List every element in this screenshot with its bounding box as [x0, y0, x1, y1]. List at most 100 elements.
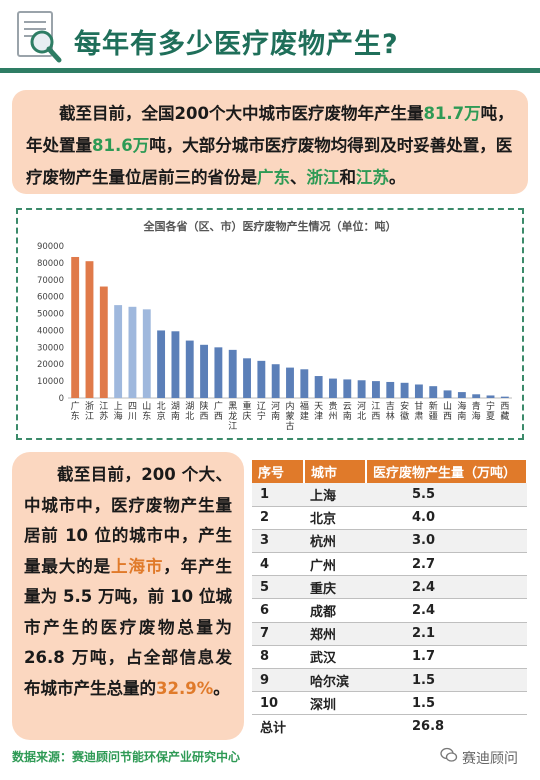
x-tick-label: 山东 — [142, 401, 151, 422]
table-header-row: 序号 城市 医疗废物产生量（万吨） — [252, 460, 528, 483]
y-tick-label: 40000 — [37, 326, 64, 336]
x-tick-label: 河北 — [357, 400, 366, 422]
summary-text-2: ，年产生量为 5.5 万吨，前 10 位城市产生的医疗废物总量为26.8 万吨，… — [24, 556, 233, 698]
intro-province-1: 广东 — [257, 168, 290, 187]
y-tick-label: 60000 — [37, 293, 64, 303]
value-cell: 2.1 — [366, 622, 527, 646]
bar — [142, 309, 151, 398]
bar — [114, 305, 123, 398]
table-row: 2 北京 4.0 — [252, 506, 527, 530]
x-tick-label: 甘肃 — [414, 400, 423, 422]
intro-sep-2: 和 — [339, 168, 357, 187]
city-cell: 杭州 — [304, 529, 366, 554]
value-cell: 1.7 — [366, 645, 527, 670]
table-body: 1 上海 5.5 2 北京 4.0 3 杭州 3.0 4 广州 2.7 5 重庆 2.4 6 成都 2.4 7 郑州 2… — [252, 483, 527, 738]
x-tick-label: 宁夏 — [486, 400, 495, 422]
intro-text-3: 吨，大部分城市医疗废物均得到及时妥善处置，医疗废物产生量位居前三的省份是 — [26, 136, 513, 187]
table-row: 6 成都 2.4 — [252, 598, 527, 623]
x-tick-label: 辽宁 — [257, 401, 266, 422]
header-rank: 序号 — [252, 460, 305, 483]
x-tick-label: 西藏 — [500, 401, 509, 422]
y-tick-label: 30000 — [37, 343, 64, 353]
total-spacer — [304, 715, 366, 738]
bar — [500, 396, 509, 398]
city-cell: 武汉 — [304, 645, 366, 670]
value-cell: 2.4 — [366, 575, 527, 600]
table-total-row: 总计 26.8 — [252, 715, 527, 738]
x-tick-label: 安徽 — [400, 400, 409, 422]
page-title: 每年有多少医疗废物产生? — [74, 29, 399, 60]
x-tick-label: 福建 — [300, 400, 309, 422]
y-tick-label: 20000 — [37, 360, 64, 370]
bar — [214, 347, 223, 398]
bar — [171, 331, 180, 398]
bar — [386, 381, 395, 398]
value-cell: 1.5 — [366, 668, 527, 693]
table-row: 8 武汉 1.7 — [252, 645, 527, 670]
table-row: 9 哈尔滨 1.5 — [252, 668, 527, 693]
rank-cell: 8 — [252, 645, 304, 670]
table-row: 5 重庆 2.4 — [252, 575, 527, 600]
rank-cell: 9 — [252, 668, 304, 693]
y-tick-label: 70000 — [37, 276, 64, 286]
header: 每年有多少医疗废物产生? — [0, 0, 540, 84]
bar — [286, 367, 294, 398]
chart-title: 全国各省（区、市）医疗废物产生情况（单位：吨） — [143, 220, 397, 233]
x-tick-label: 黑龙江 — [228, 401, 237, 432]
city-cell: 重庆 — [304, 575, 366, 600]
bar — [486, 395, 495, 398]
intro-text-2: 吨，年处置量 — [26, 104, 514, 155]
total-value: 26.8 — [412, 719, 445, 735]
document-search-icon — [17, 11, 62, 63]
total-label: 总计 — [260, 721, 287, 737]
bar — [99, 286, 108, 398]
table-row: 4 广州 2.7 — [252, 552, 527, 577]
x-tick-label: 北京 — [157, 401, 166, 422]
x-tick-label: 天津 — [314, 402, 323, 422]
rank-cell: 10 — [252, 691, 304, 716]
table-row: 10 深圳 1.5 — [252, 691, 527, 716]
x-tick-label: 贵州 — [328, 400, 337, 422]
bar — [343, 379, 352, 398]
y-tick-label: 90000 — [37, 242, 64, 252]
city-cell: 成都 — [304, 598, 366, 623]
bar — [429, 386, 438, 398]
value-cell: 1.5 — [366, 691, 527, 716]
rank-cell: 1 — [252, 483, 304, 507]
x-tick-label: 山西 — [443, 401, 452, 422]
city-cell: 广州 — [304, 552, 366, 577]
bar — [243, 358, 251, 398]
x-tick-label: 重庆 — [243, 400, 252, 422]
x-tick-label: 上海 — [114, 401, 123, 422]
data-source: 数据来源：赛迪顾问节能环保产业研究中心 — [12, 750, 241, 764]
bar — [472, 394, 481, 398]
intro-generation-value: 81.7万 — [423, 104, 481, 123]
bar — [371, 381, 380, 398]
bar — [128, 306, 137, 398]
bar — [228, 349, 237, 398]
rank-cell: 7 — [252, 622, 304, 646]
x-tick-label: 四川 — [128, 402, 137, 422]
intro-sep-1: 、 — [290, 168, 307, 187]
chart-container: 全国各省（区、市）医疗废物产生情况（单位：吨） 0 10000 20000 30000… — [16, 208, 524, 440]
table-row: 1 上海 5.5 — [252, 483, 527, 507]
intro-end: 。 — [389, 168, 406, 187]
bar — [185, 340, 194, 398]
bar — [300, 369, 309, 398]
x-tick-label: 湖南 — [171, 401, 180, 422]
bar — [400, 382, 409, 398]
x-tick-label: 湖北 — [185, 401, 194, 422]
y-tick-label: 0 — [59, 394, 64, 404]
bar — [157, 330, 166, 398]
y-tick-label: 50000 — [37, 310, 64, 320]
city-cell: 哈尔滨 — [304, 668, 366, 693]
bar — [200, 344, 209, 398]
summary-percent: 32.9% — [156, 678, 214, 698]
brand-name: 赛迪顾问 — [462, 751, 518, 767]
bar — [85, 261, 94, 398]
x-tick-label: 内蒙古 — [285, 400, 294, 432]
x-tick-label: 浙江 — [85, 400, 94, 422]
x-tick-label: 青海 — [472, 400, 481, 422]
x-tick-label: 海南 — [457, 400, 466, 422]
bar — [271, 364, 280, 398]
